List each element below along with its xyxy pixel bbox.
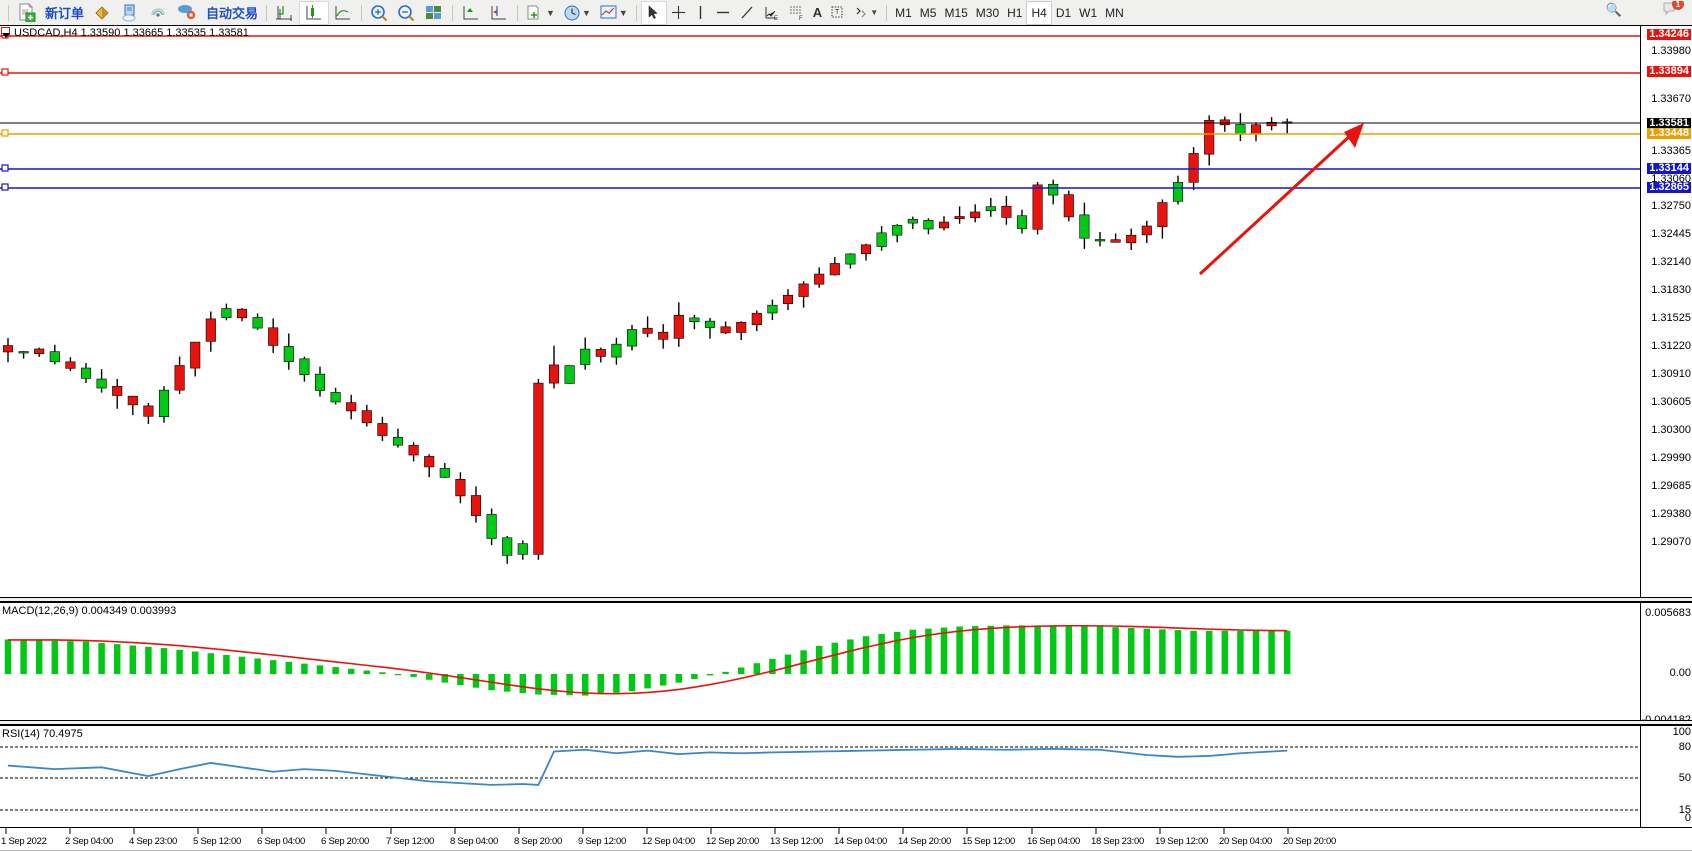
svg-text:E: E bbox=[774, 16, 778, 21]
svg-text:T: T bbox=[835, 9, 840, 16]
svg-text:F: F bbox=[799, 16, 803, 21]
svg-text:1: 1 bbox=[1676, 1, 1681, 9]
